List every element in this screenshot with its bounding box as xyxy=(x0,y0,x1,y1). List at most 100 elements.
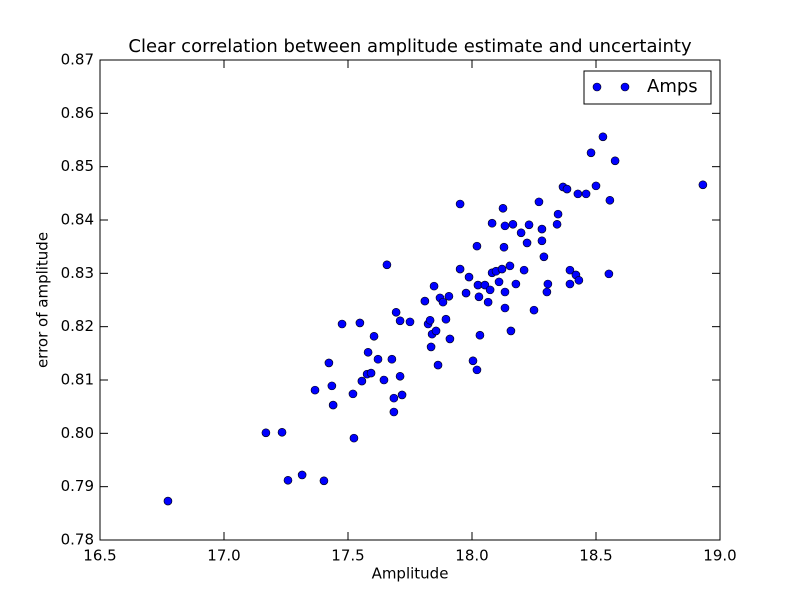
data-point xyxy=(598,132,608,142)
x-tick-label: 19.0 xyxy=(703,547,736,565)
data-point xyxy=(445,334,455,344)
data-point xyxy=(537,236,547,246)
y-axis-label: error of amplitude xyxy=(34,232,52,368)
data-point xyxy=(605,195,615,205)
data-point xyxy=(539,252,549,262)
data-point xyxy=(420,296,430,306)
data-point xyxy=(562,184,572,194)
y-tick-label: 0.85 xyxy=(61,157,94,175)
x-axis-label: Amplitude xyxy=(372,565,449,583)
legend-box xyxy=(583,70,712,105)
data-point xyxy=(379,375,389,385)
x-tick-label: 18.5 xyxy=(579,547,612,565)
data-point xyxy=(397,390,407,400)
data-point xyxy=(438,297,448,307)
data-point xyxy=(516,228,526,238)
data-point xyxy=(319,476,329,486)
data-point xyxy=(499,242,509,252)
data-point xyxy=(327,381,337,391)
data-point xyxy=(494,277,504,287)
data-point xyxy=(387,354,397,364)
data-point xyxy=(483,297,493,307)
data-point xyxy=(604,269,614,279)
data-point xyxy=(389,407,399,417)
data-point xyxy=(497,264,507,274)
data-point xyxy=(610,156,620,166)
data-point xyxy=(565,279,575,289)
data-point xyxy=(524,220,534,230)
data-point xyxy=(474,292,484,302)
data-point xyxy=(433,360,443,370)
data-point xyxy=(363,347,373,357)
legend-label: Amps xyxy=(647,76,698,97)
data-point xyxy=(405,317,415,327)
data-point xyxy=(455,199,465,209)
data-point xyxy=(565,265,575,275)
data-point xyxy=(500,221,510,231)
data-point xyxy=(574,275,584,285)
y-tick-label: 0.79 xyxy=(61,477,94,495)
data-point xyxy=(542,287,552,297)
y-tick-label: 0.81 xyxy=(61,371,94,389)
data-point xyxy=(500,287,510,297)
data-point xyxy=(573,189,583,199)
y-tick-label: 0.78 xyxy=(61,531,94,549)
data-point xyxy=(508,219,518,229)
data-point xyxy=(357,376,367,386)
data-point xyxy=(283,475,293,485)
legend-marker xyxy=(620,82,630,92)
data-point xyxy=(382,260,392,270)
data-point xyxy=(472,365,482,375)
y-tick-label: 0.87 xyxy=(61,51,94,69)
data-point xyxy=(277,427,287,437)
data-point xyxy=(337,319,347,329)
data-point xyxy=(395,316,405,326)
data-point xyxy=(425,315,435,325)
data-point xyxy=(591,181,601,191)
y-tick-label: 0.80 xyxy=(61,424,94,442)
data-point xyxy=(500,303,510,313)
chart-title: Clear correlation between amplitude esti… xyxy=(128,36,692,57)
data-point xyxy=(373,354,383,364)
data-point xyxy=(553,209,563,219)
data-point xyxy=(348,389,358,399)
x-tick-label: 16.5 xyxy=(83,547,116,565)
data-point xyxy=(698,180,708,190)
data-point xyxy=(328,400,338,410)
data-point xyxy=(444,291,454,301)
data-point xyxy=(441,314,451,324)
data-point xyxy=(355,318,365,328)
data-point xyxy=(366,368,376,378)
y-tick-label: 0.83 xyxy=(61,264,94,282)
data-point xyxy=(552,219,562,229)
data-point xyxy=(498,203,508,213)
data-point xyxy=(163,496,173,506)
data-point xyxy=(369,331,379,341)
data-point xyxy=(395,371,405,381)
data-point xyxy=(475,330,485,340)
data-point xyxy=(297,470,307,480)
data-point xyxy=(511,279,521,289)
data-point xyxy=(485,285,495,295)
data-point xyxy=(461,288,471,298)
data-point xyxy=(324,358,334,368)
data-point xyxy=(349,433,359,443)
data-point xyxy=(455,264,465,274)
data-point xyxy=(586,148,596,158)
data-point xyxy=(429,281,439,291)
data-point xyxy=(543,279,553,289)
data-point xyxy=(464,272,474,282)
data-point xyxy=(391,307,401,317)
data-point xyxy=(487,218,497,228)
y-tick-label: 0.84 xyxy=(61,211,94,229)
y-tick-label: 0.86 xyxy=(61,104,94,122)
x-tick-label: 17.5 xyxy=(331,547,364,565)
x-tick-label: 18.0 xyxy=(455,547,488,565)
data-point xyxy=(506,326,516,336)
data-point xyxy=(261,428,271,438)
plot-frame xyxy=(99,59,721,541)
data-point xyxy=(389,393,399,403)
data-point xyxy=(581,189,591,199)
